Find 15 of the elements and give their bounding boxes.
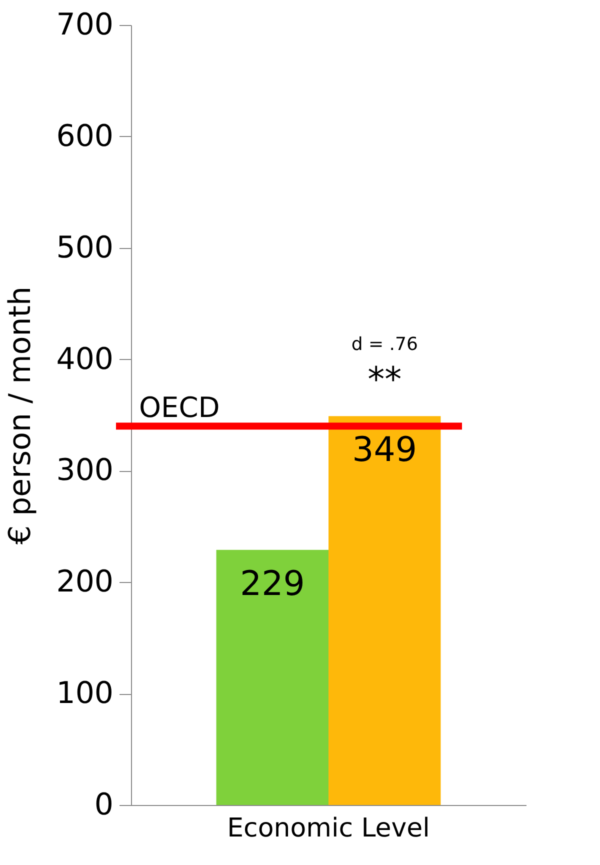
y-tick-label: 200 (56, 564, 114, 600)
data-label: 349 (352, 430, 418, 470)
y-axis-title: € person / month (3, 286, 38, 545)
y-tick-label: 700 (56, 8, 114, 42)
annotation: ** (368, 360, 402, 400)
y-tick-label: 300 (56, 453, 114, 488)
y-tick-label: 0 (94, 788, 114, 822)
y-tick-label: 500 (56, 230, 114, 266)
data-label: 229 (240, 564, 305, 604)
y-tick-label: 400 (56, 342, 114, 377)
ref-line-label: OECD (139, 391, 220, 424)
annotation: d = .76 (351, 334, 418, 356)
x-tick-label: Economic Level (227, 814, 430, 844)
y-tick-label: 100 (56, 676, 114, 712)
y-tick-label: 600 (56, 118, 114, 154)
